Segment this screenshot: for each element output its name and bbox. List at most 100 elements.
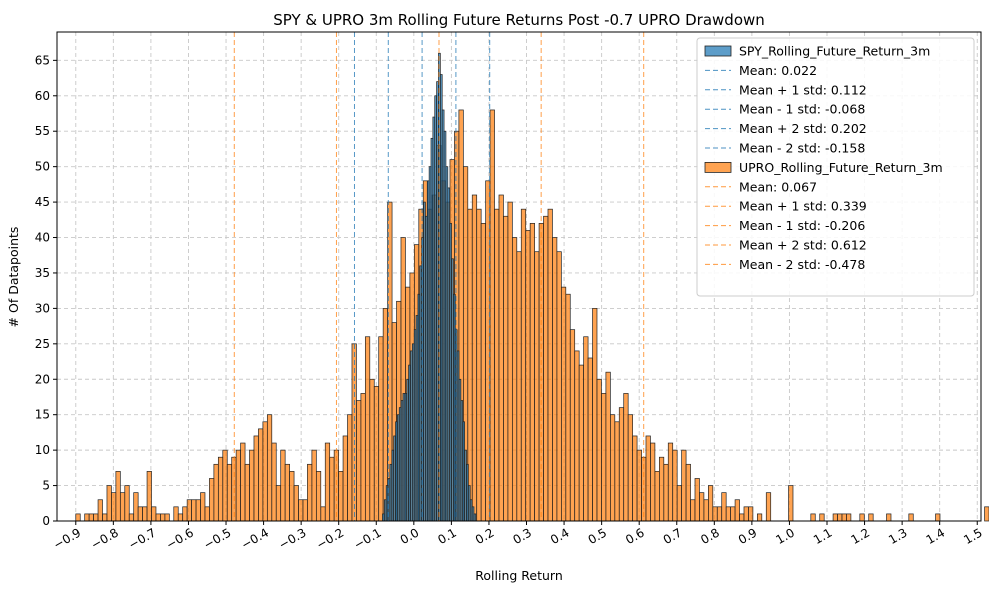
upro-bar bbox=[485, 180, 491, 522]
upro-bar bbox=[511, 237, 518, 522]
upro-bar bbox=[182, 506, 188, 522]
upro-bar bbox=[614, 421, 620, 522]
y-tick-label: 0 bbox=[42, 514, 50, 528]
upro-bar bbox=[690, 499, 696, 522]
x-tick-label: −0.5 bbox=[201, 525, 233, 552]
upro-bar bbox=[373, 385, 380, 522]
upro-bar bbox=[476, 208, 482, 522]
upro-bar bbox=[676, 485, 682, 522]
upro-bar bbox=[266, 414, 273, 522]
upro-bar bbox=[173, 506, 179, 522]
upro-legend-stat-label: Mean - 1 std: -0.206 bbox=[739, 218, 865, 233]
upro-bar bbox=[543, 215, 549, 522]
upro-bar bbox=[592, 308, 598, 522]
spy-legend-stat-label: Mean + 1 std: 0.112 bbox=[739, 82, 867, 97]
upro-bar bbox=[307, 463, 313, 522]
upro-bar bbox=[672, 449, 678, 522]
upro-bar bbox=[868, 513, 874, 522]
upro-bar bbox=[645, 435, 651, 522]
x-axis-ticks: −0.9 −0.8 −0.7 −0.6 −0.5 −0.4 −0.3 −0.2 −0.1 0.0 0… bbox=[51, 521, 985, 552]
upro-bar bbox=[369, 378, 375, 522]
upro-bar bbox=[618, 407, 625, 522]
upro-bar bbox=[748, 506, 754, 522]
upro-bar bbox=[659, 456, 665, 522]
upro-bar bbox=[503, 215, 509, 522]
upro-bar bbox=[489, 109, 495, 522]
upro-bar bbox=[217, 456, 224, 522]
upro-legend-stat-label: Mean + 2 std: 0.612 bbox=[739, 238, 867, 253]
upro-bar bbox=[556, 251, 562, 522]
upro-bar bbox=[498, 194, 504, 522]
upro-bar bbox=[177, 513, 184, 522]
y-tick-label: 25 bbox=[35, 337, 50, 351]
upro-bar bbox=[480, 222, 486, 522]
x-tick-label: 1.4 bbox=[924, 525, 948, 547]
upro-bar bbox=[623, 393, 629, 522]
y-tick-label: 10 bbox=[35, 443, 50, 457]
upro-bar bbox=[378, 336, 384, 522]
upro-bar bbox=[240, 442, 246, 522]
upro-bar bbox=[552, 237, 558, 522]
upro-bar bbox=[124, 485, 130, 522]
upro-bar bbox=[186, 499, 192, 522]
x-tick-label: 1.0 bbox=[773, 525, 797, 547]
upro-bar bbox=[235, 449, 241, 522]
upro-bar bbox=[364, 336, 371, 522]
upro-bar bbox=[111, 492, 117, 522]
upro-bar bbox=[565, 293, 571, 522]
upro-bar bbox=[627, 414, 633, 522]
upro-bar bbox=[275, 485, 282, 522]
x-tick-label: 0.3 bbox=[510, 525, 534, 547]
upro-bar bbox=[342, 435, 348, 522]
upro-bar bbox=[819, 513, 825, 522]
y-tick-label: 35 bbox=[35, 266, 50, 280]
upro-bar bbox=[609, 414, 616, 522]
upro-bar bbox=[739, 513, 745, 522]
upro-bar bbox=[832, 513, 838, 522]
x-tick-label: −0.4 bbox=[239, 525, 271, 552]
upro-bar bbox=[244, 463, 250, 522]
upro-bar bbox=[75, 513, 81, 522]
upro-bar bbox=[160, 513, 166, 522]
upro-legend-stat-label: Mean - 2 std: -0.478 bbox=[739, 257, 865, 272]
upro-bar bbox=[222, 449, 228, 522]
upro-bar bbox=[520, 208, 527, 522]
upro-bar bbox=[84, 513, 90, 522]
y-tick-label: 20 bbox=[35, 372, 50, 386]
upro-bar bbox=[284, 463, 290, 522]
y-tick-label: 40 bbox=[35, 231, 50, 245]
upro-bar bbox=[560, 286, 567, 522]
upro-bar bbox=[347, 414, 353, 522]
upro-bar bbox=[578, 364, 584, 522]
upro-bar bbox=[289, 471, 295, 522]
upro-bar bbox=[151, 506, 157, 522]
upro-bar bbox=[133, 492, 139, 522]
x-tick-label: −0.3 bbox=[276, 525, 308, 552]
upro-bar bbox=[667, 442, 674, 522]
upro-bar bbox=[213, 463, 219, 522]
upro-bar bbox=[155, 513, 161, 522]
upro-bar bbox=[280, 449, 286, 522]
x-tick-label: −0.9 bbox=[51, 525, 83, 552]
x-tick-label: −0.7 bbox=[126, 525, 158, 552]
spy-legend-stat-label: Mean: 0.022 bbox=[739, 63, 817, 78]
upro-bar bbox=[757, 513, 763, 522]
upro-legend-stat-label: Mean: 0.067 bbox=[739, 179, 817, 194]
y-tick-label: 30 bbox=[35, 301, 50, 315]
upro-bar bbox=[650, 442, 656, 522]
upro-bar bbox=[859, 513, 865, 522]
upro-bar bbox=[694, 478, 700, 522]
upro-bar bbox=[587, 357, 593, 522]
upro-bar bbox=[534, 251, 540, 522]
spy-legend-label: SPY_Rolling_Future_Return_3m bbox=[739, 44, 930, 59]
upro-bar bbox=[730, 506, 736, 522]
upro-bar bbox=[360, 393, 366, 522]
upro-bar bbox=[601, 393, 607, 522]
x-tick-label: 0.1 bbox=[435, 525, 459, 547]
upro-legend-label: UPRO_Rolling_Future_Return_3m bbox=[739, 160, 943, 175]
spy-legend-stat-label: Mean - 2 std: -0.158 bbox=[739, 141, 865, 156]
upro-bar bbox=[106, 485, 112, 522]
upro-bar bbox=[302, 499, 308, 522]
